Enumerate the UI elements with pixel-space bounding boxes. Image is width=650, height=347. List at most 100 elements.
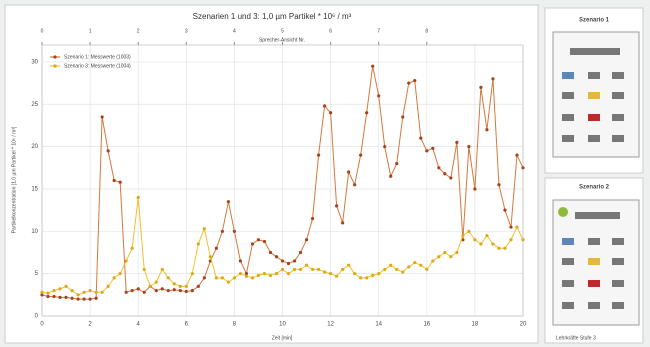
data-point xyxy=(82,297,86,301)
data-point xyxy=(70,296,74,300)
data-point xyxy=(238,272,243,276)
data-point xyxy=(437,166,441,170)
data-point xyxy=(407,81,411,85)
data-point xyxy=(244,274,249,278)
data-point xyxy=(521,166,525,170)
data-point xyxy=(274,272,279,276)
data-point xyxy=(335,204,339,208)
data-point xyxy=(419,263,423,267)
data-point xyxy=(316,267,321,272)
legend-label: Szenario 3: Messwerte (1004) xyxy=(64,63,131,69)
data-point xyxy=(455,250,459,255)
data-point xyxy=(250,276,255,280)
chart-panel xyxy=(4,4,539,344)
data-point xyxy=(353,272,357,276)
data-point xyxy=(148,284,152,288)
top-tick-label: 3 xyxy=(185,28,188,34)
data-point xyxy=(292,267,297,272)
x-tick-label: 6 xyxy=(185,322,189,328)
data-point xyxy=(220,229,224,233)
data-point xyxy=(112,276,116,280)
data-point xyxy=(142,290,146,294)
x-tick-label: 0 xyxy=(40,322,44,328)
room-diagram xyxy=(552,31,640,158)
data-point xyxy=(497,246,501,250)
chart-title: Szenarien 1 und 3: 1,0 µm Partikel * 10⁶… xyxy=(193,12,352,21)
data-point xyxy=(226,280,230,284)
data-point xyxy=(329,272,333,276)
data-point xyxy=(353,183,357,187)
data-point xyxy=(515,225,519,229)
data-point xyxy=(208,255,212,259)
data-point xyxy=(491,242,495,246)
data-point xyxy=(292,259,297,263)
data-point xyxy=(449,176,453,180)
data-point xyxy=(268,273,273,277)
x-tick-label: 4 xyxy=(137,322,141,328)
data-point xyxy=(118,272,122,276)
data-point xyxy=(431,259,435,263)
top-tick-label: 2 xyxy=(137,28,140,34)
data-point xyxy=(316,153,321,157)
x-axis-label: Zeit [min] xyxy=(272,335,293,341)
data-point xyxy=(136,195,140,200)
data-point xyxy=(52,288,56,293)
data-point xyxy=(130,288,134,293)
data-point xyxy=(76,297,80,301)
x-tick-label: 14 xyxy=(375,322,382,328)
top-tick-label: 0 xyxy=(41,28,44,34)
data-point xyxy=(58,287,62,291)
data-point xyxy=(100,115,104,119)
y-axis-label: Partikelkonzentration [1,0 µm Partikel *… xyxy=(11,126,17,233)
data-point xyxy=(479,242,483,246)
data-point xyxy=(232,276,236,280)
data-point xyxy=(268,250,273,255)
data-point xyxy=(202,227,206,231)
top-axis-label: Sprecher-Ansicht Nr. xyxy=(259,37,305,43)
top-tick-label: 8 xyxy=(425,28,428,34)
data-point xyxy=(371,273,375,277)
y-tick-label: 20 xyxy=(31,144,38,150)
x-tick-label: 20 xyxy=(520,322,527,328)
data-point xyxy=(58,295,62,299)
data-point xyxy=(226,200,230,204)
data-point xyxy=(190,272,194,276)
data-point xyxy=(178,284,182,288)
data-point xyxy=(250,242,255,246)
data-point xyxy=(286,272,291,276)
data-point xyxy=(455,140,459,144)
data-point xyxy=(401,270,405,274)
data-point xyxy=(341,221,345,225)
data-point xyxy=(467,229,471,233)
data-point xyxy=(190,288,194,293)
data-point xyxy=(479,85,483,89)
data-point xyxy=(503,208,507,212)
data-point xyxy=(298,267,303,272)
y-tick-label: 15 xyxy=(31,187,38,193)
data-point xyxy=(377,94,381,98)
legend-marker xyxy=(53,64,57,68)
data-point xyxy=(310,267,315,272)
data-point xyxy=(359,276,363,280)
data-point xyxy=(365,276,369,280)
data-point xyxy=(94,296,98,300)
data-point xyxy=(184,284,188,288)
data-point xyxy=(166,276,170,280)
data-point xyxy=(160,267,164,272)
data-point xyxy=(298,250,303,255)
data-point xyxy=(214,246,218,250)
data-point xyxy=(88,297,92,301)
x-tick-label: 8 xyxy=(233,322,237,328)
data-point xyxy=(347,170,351,174)
data-point xyxy=(377,272,381,276)
top-tick-label: 4 xyxy=(233,28,236,34)
data-point xyxy=(304,263,309,267)
top-tick-label: 1 xyxy=(89,28,92,34)
data-point xyxy=(172,288,176,292)
data-point xyxy=(310,217,315,221)
y-tick-label: 25 xyxy=(31,102,38,108)
data-point xyxy=(437,255,441,259)
data-point xyxy=(461,233,465,238)
data-point xyxy=(401,115,405,119)
top-tick-label: 7 xyxy=(377,28,380,34)
